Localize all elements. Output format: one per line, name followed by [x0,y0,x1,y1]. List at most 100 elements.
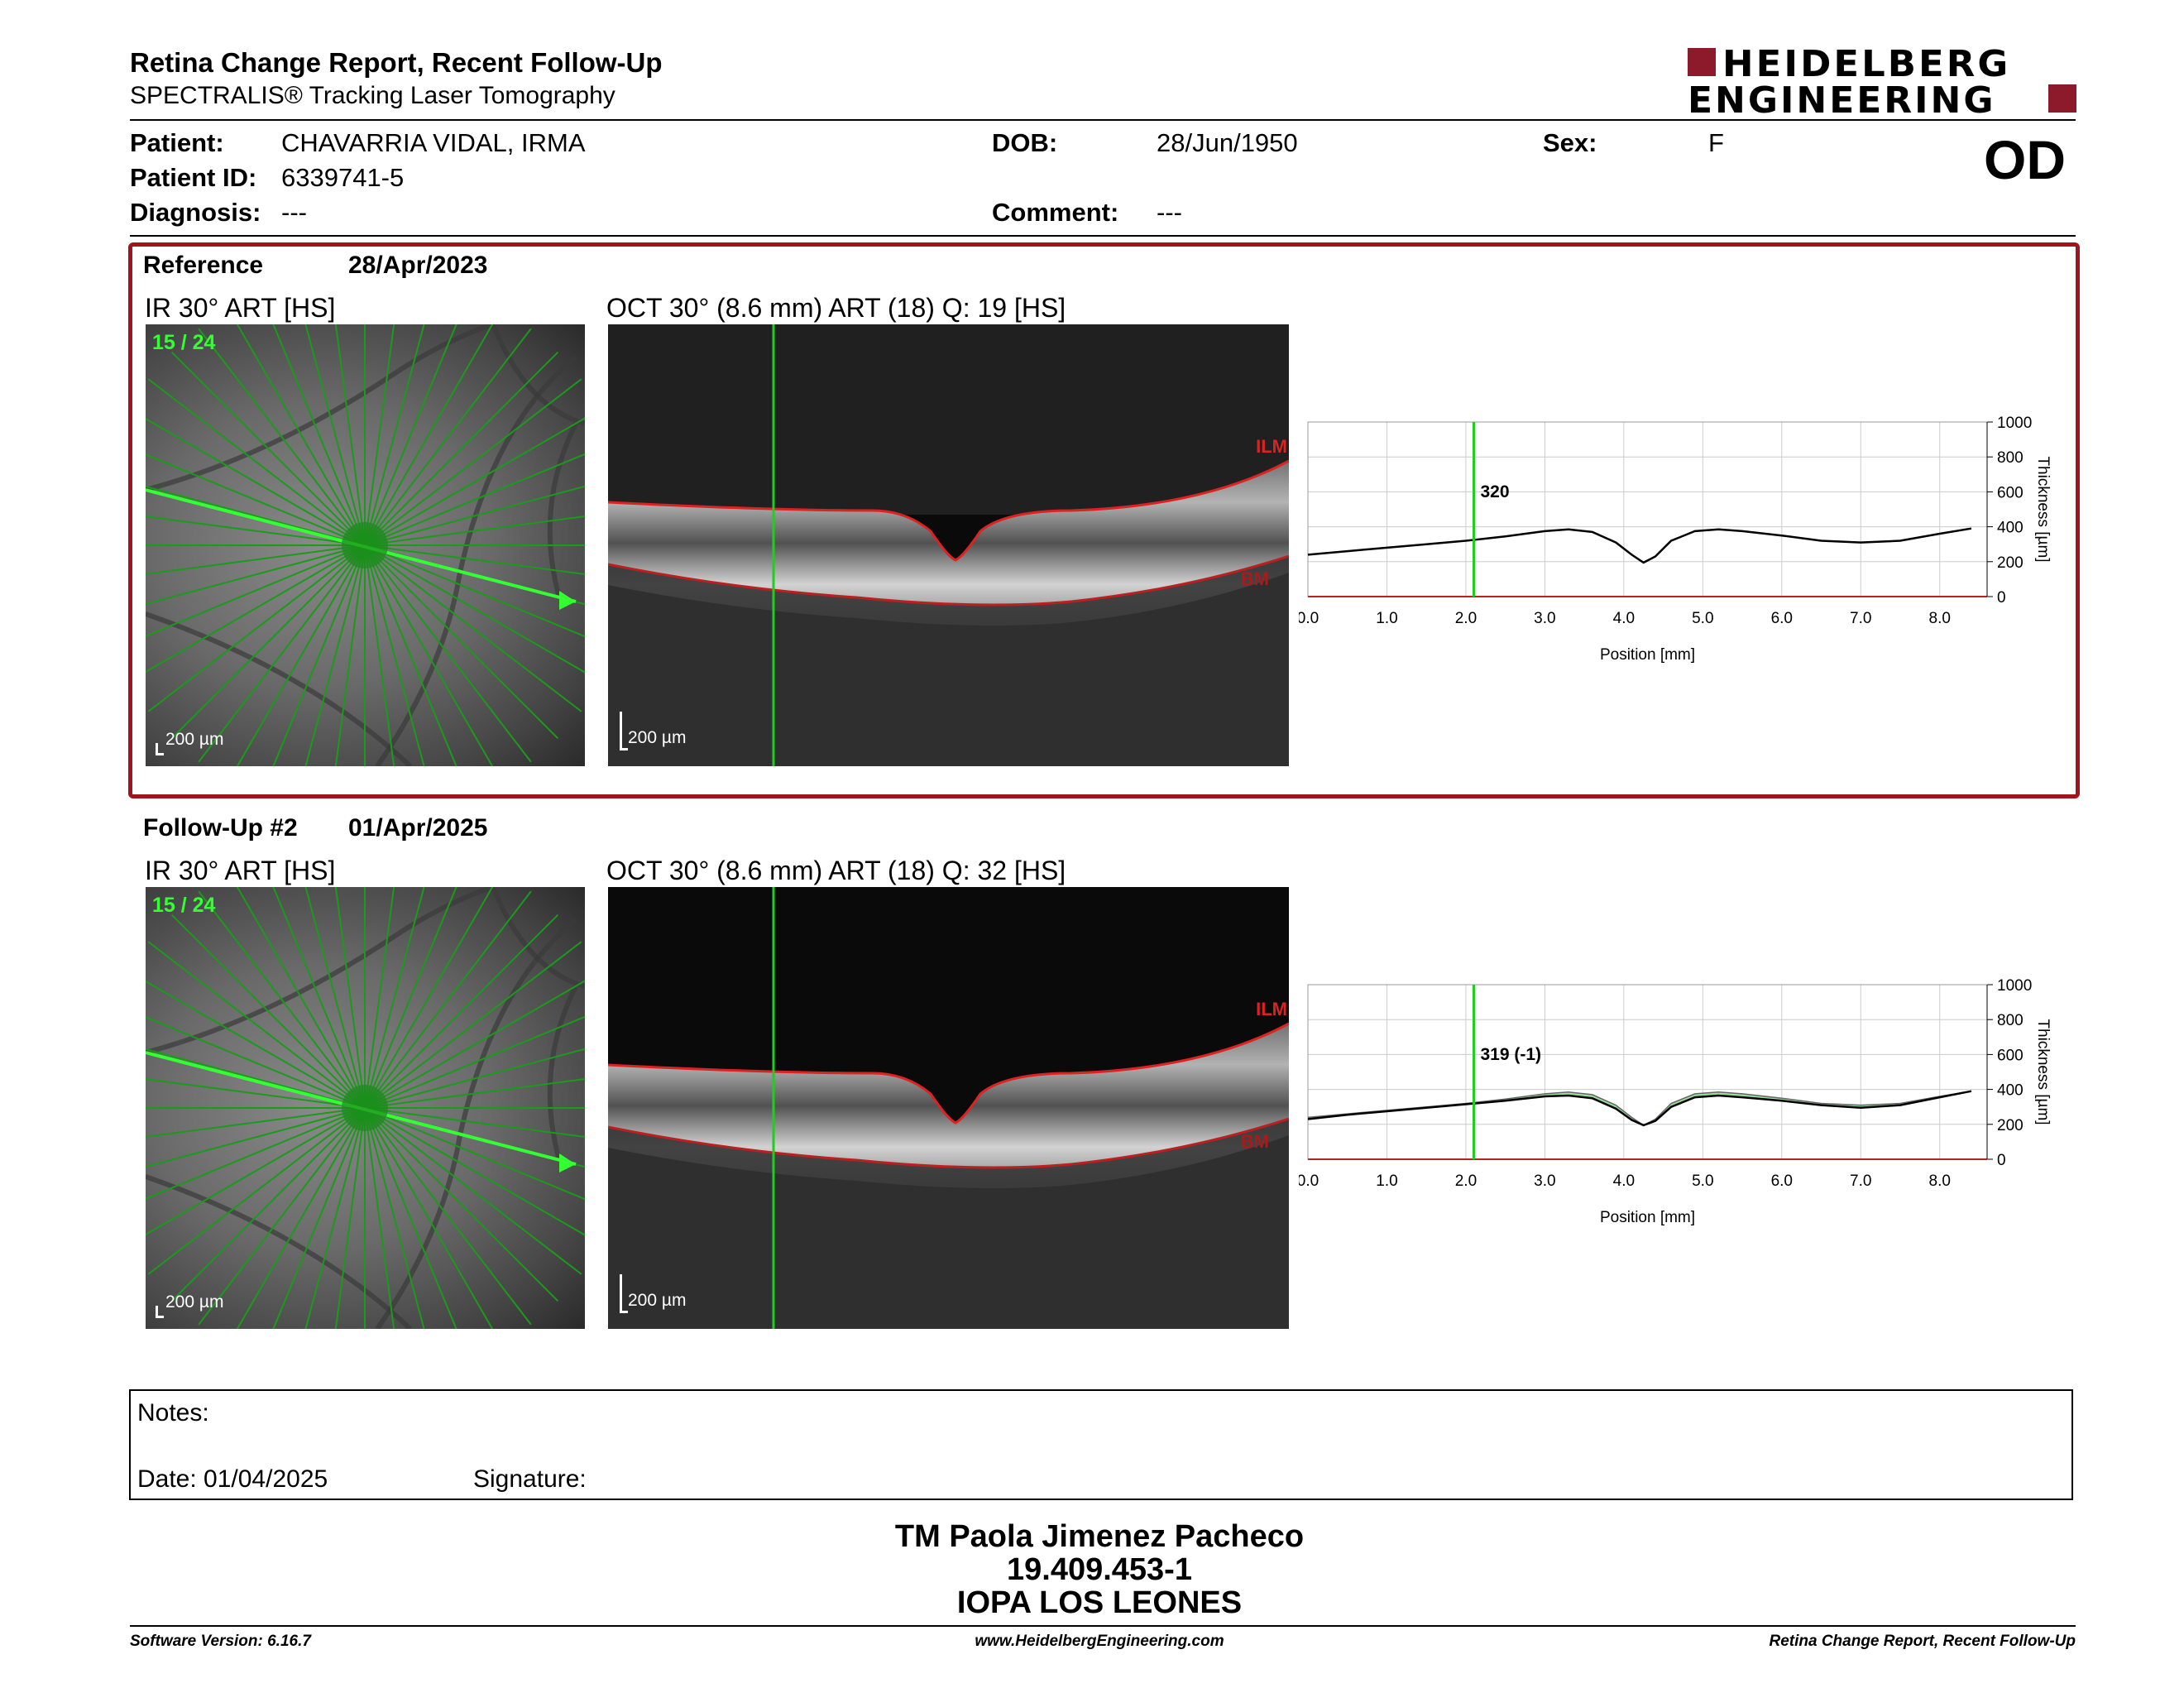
patient-divider [130,235,2076,237]
y-tick-label: 0 [1997,589,2006,607]
y-axis-label: Thickness [µm] [2034,456,2052,562]
ilm-label: ILM [1256,999,1287,1019]
vitreous-noise [608,324,1289,515]
footer-report-name: Retina Change Report, Recent Follow-Up [1769,1633,2076,1650]
radial-scan-pattern [146,887,585,1329]
x-tick-label: 0.0 [1299,1172,1319,1190]
report-subtitle: SPECTRALIS® Tracking Laser Tomography [130,82,615,109]
comment-label: Comment: [992,198,1119,227]
marker-value: 320 [1480,482,1510,501]
x-tick-label: 1.0 [1376,610,1397,627]
scan-direction-arrow [559,1153,576,1172]
x-tick-label: 0.0 [1299,610,1319,627]
y-tick-label: 1000 [1997,977,2032,995]
diagnosis-label: Diagnosis: [130,198,261,227]
patient-id-label: Patient ID: [130,163,257,192]
oct-bscan-svg [608,887,1289,1329]
ir-fundus-image[interactable]: 15 / 24 200 µm [146,324,585,766]
sex-value: F [1708,128,1724,157]
diagnosis-value: --- [281,198,307,227]
ir-fundus-image[interactable]: 15 / 24 200 µm [146,887,585,1329]
y-tick-label: 600 [1997,484,2024,501]
retina-layers [608,461,1289,626]
oct-bscan-image[interactable]: ILM BM 200 µm [608,324,1289,766]
exam-label: Reference [143,252,264,279]
thickness-chart: 0 200 400 600 800 1000 0.0 1.0 2.0 3.0 4.0 5.0 6.0 7.… [1297,972,2076,1245]
scan-index: 15 / 24 [152,331,216,354]
header-divider [130,119,2076,121]
footer-divider [130,1625,2076,1627]
radial-scan-pattern [146,324,585,766]
y-tick-label: 1000 [1997,415,2032,432]
series-line-reference [1307,1090,1972,1126]
bm-label: BM [1240,1131,1269,1152]
y-tick-label: 0 [1997,1152,2006,1169]
scale-bar-vertical [620,712,622,750]
eye-label: OD [1984,129,2066,190]
exam-label: Follow-Up #2 [143,814,298,842]
x-tick-label: 5.0 [1692,1172,1713,1190]
scale-bar-horizontal [156,753,164,755]
notes-box[interactable]: Notes: Date: 01/04/2025 Signature: [129,1389,2073,1500]
exam-date: 01/Apr/2025 [348,814,488,842]
vessel [491,887,585,989]
patient-id: 6339741-5 [281,163,405,192]
ir-caption: IR 30° ART [HS] [145,856,336,885]
y-tick-label: 800 [1997,449,2024,467]
report-title: Retina Change Report, Recent Follow-Up [130,47,663,78]
x-tick-label: 6.0 [1771,610,1793,627]
x-tick-label: 3.0 [1534,1172,1555,1190]
x-tick-label: 8.0 [1929,1172,1951,1190]
notes-date: Date: 01/04/2025 [137,1465,328,1493]
y-axis-label: Thickness [µm] [2034,1019,2052,1125]
notes-label: Notes: [137,1399,209,1427]
vessel [491,324,585,426]
software-version: Software Version: 6.16.7 [130,1633,311,1650]
scan-center [342,522,388,568]
retina-layers [608,1024,1289,1188]
x-tick-label: 4.0 [1613,610,1635,627]
scale-label: 200 µm [628,728,687,747]
y-tick-label: 600 [1997,1047,2024,1064]
thickness-chart-svg: 0 200 400 600 800 1000 0.0 1.0 2.0 3.0 4.0 5.0 6.0 7.… [1297,977,2052,1226]
scale-bar-horizontal [156,1316,164,1318]
bm-line [608,1117,1289,1169]
scale-label: 200 µm [165,1292,224,1312]
patient-name: CHAVARRIA VIDAL, IRMA [281,128,586,157]
scale-label: 200 µm [165,730,224,749]
website-link[interactable]: www.HeidelbergEngineering.com [975,1633,1224,1650]
x-tick-label: 7.0 [1850,1172,1871,1190]
x-tick-label: 4.0 [1613,1172,1635,1190]
vessel [146,887,494,1055]
followup-exam: Follow-Up #2 01/Apr/2025 IR 30° ART [HS] OC… [0,563,2184,1365]
y-tick-label: 400 [1997,520,2024,537]
x-tick-label: 7.0 [1850,610,1871,627]
logo-line-top: HEIDELBERG [1722,43,2011,85]
choroid [608,556,1289,766]
x-tick-label: 2.0 [1455,610,1477,627]
bm-label: BM [1240,568,1269,589]
heidelberg-logo: HEIDELBERG ENGINEERING [1688,43,2076,122]
scale-bar-horizontal [620,748,628,750]
x-tick-label: 8.0 [1929,610,1951,627]
patient-label: Patient: [130,128,224,157]
scale-bar-vertical [156,1306,158,1317]
technician-name: TM Paola Jimenez Pacheco [894,1519,1305,1554]
logo-square-top [1688,48,1716,76]
signature-label: Signature: [473,1465,587,1493]
vessel [547,422,578,598]
vessel [146,1174,413,1329]
y-tick-label: 800 [1997,1012,2024,1029]
dob-label: DOB: [992,128,1058,157]
vessel [547,985,578,1161]
plot-frame [1307,984,1988,1160]
reference-exam: Reference 28/Apr/2023 IR 30° ART [HS] OCT 3… [0,0,2184,803]
series-line-current [1307,1090,1972,1127]
oct-bscan-image[interactable]: ILM BM 200 µm [608,887,1289,1329]
x-tick-label: 1.0 [1376,1172,1397,1190]
marker-value: 319 (-1) [1480,1045,1541,1064]
reference-frame [128,242,2080,798]
oct-caption: OCT 30° (8.6 mm) ART (18) Q: 19 [HS] [606,293,1066,323]
scale-bar-vertical [620,1274,622,1312]
vessel [146,611,413,766]
